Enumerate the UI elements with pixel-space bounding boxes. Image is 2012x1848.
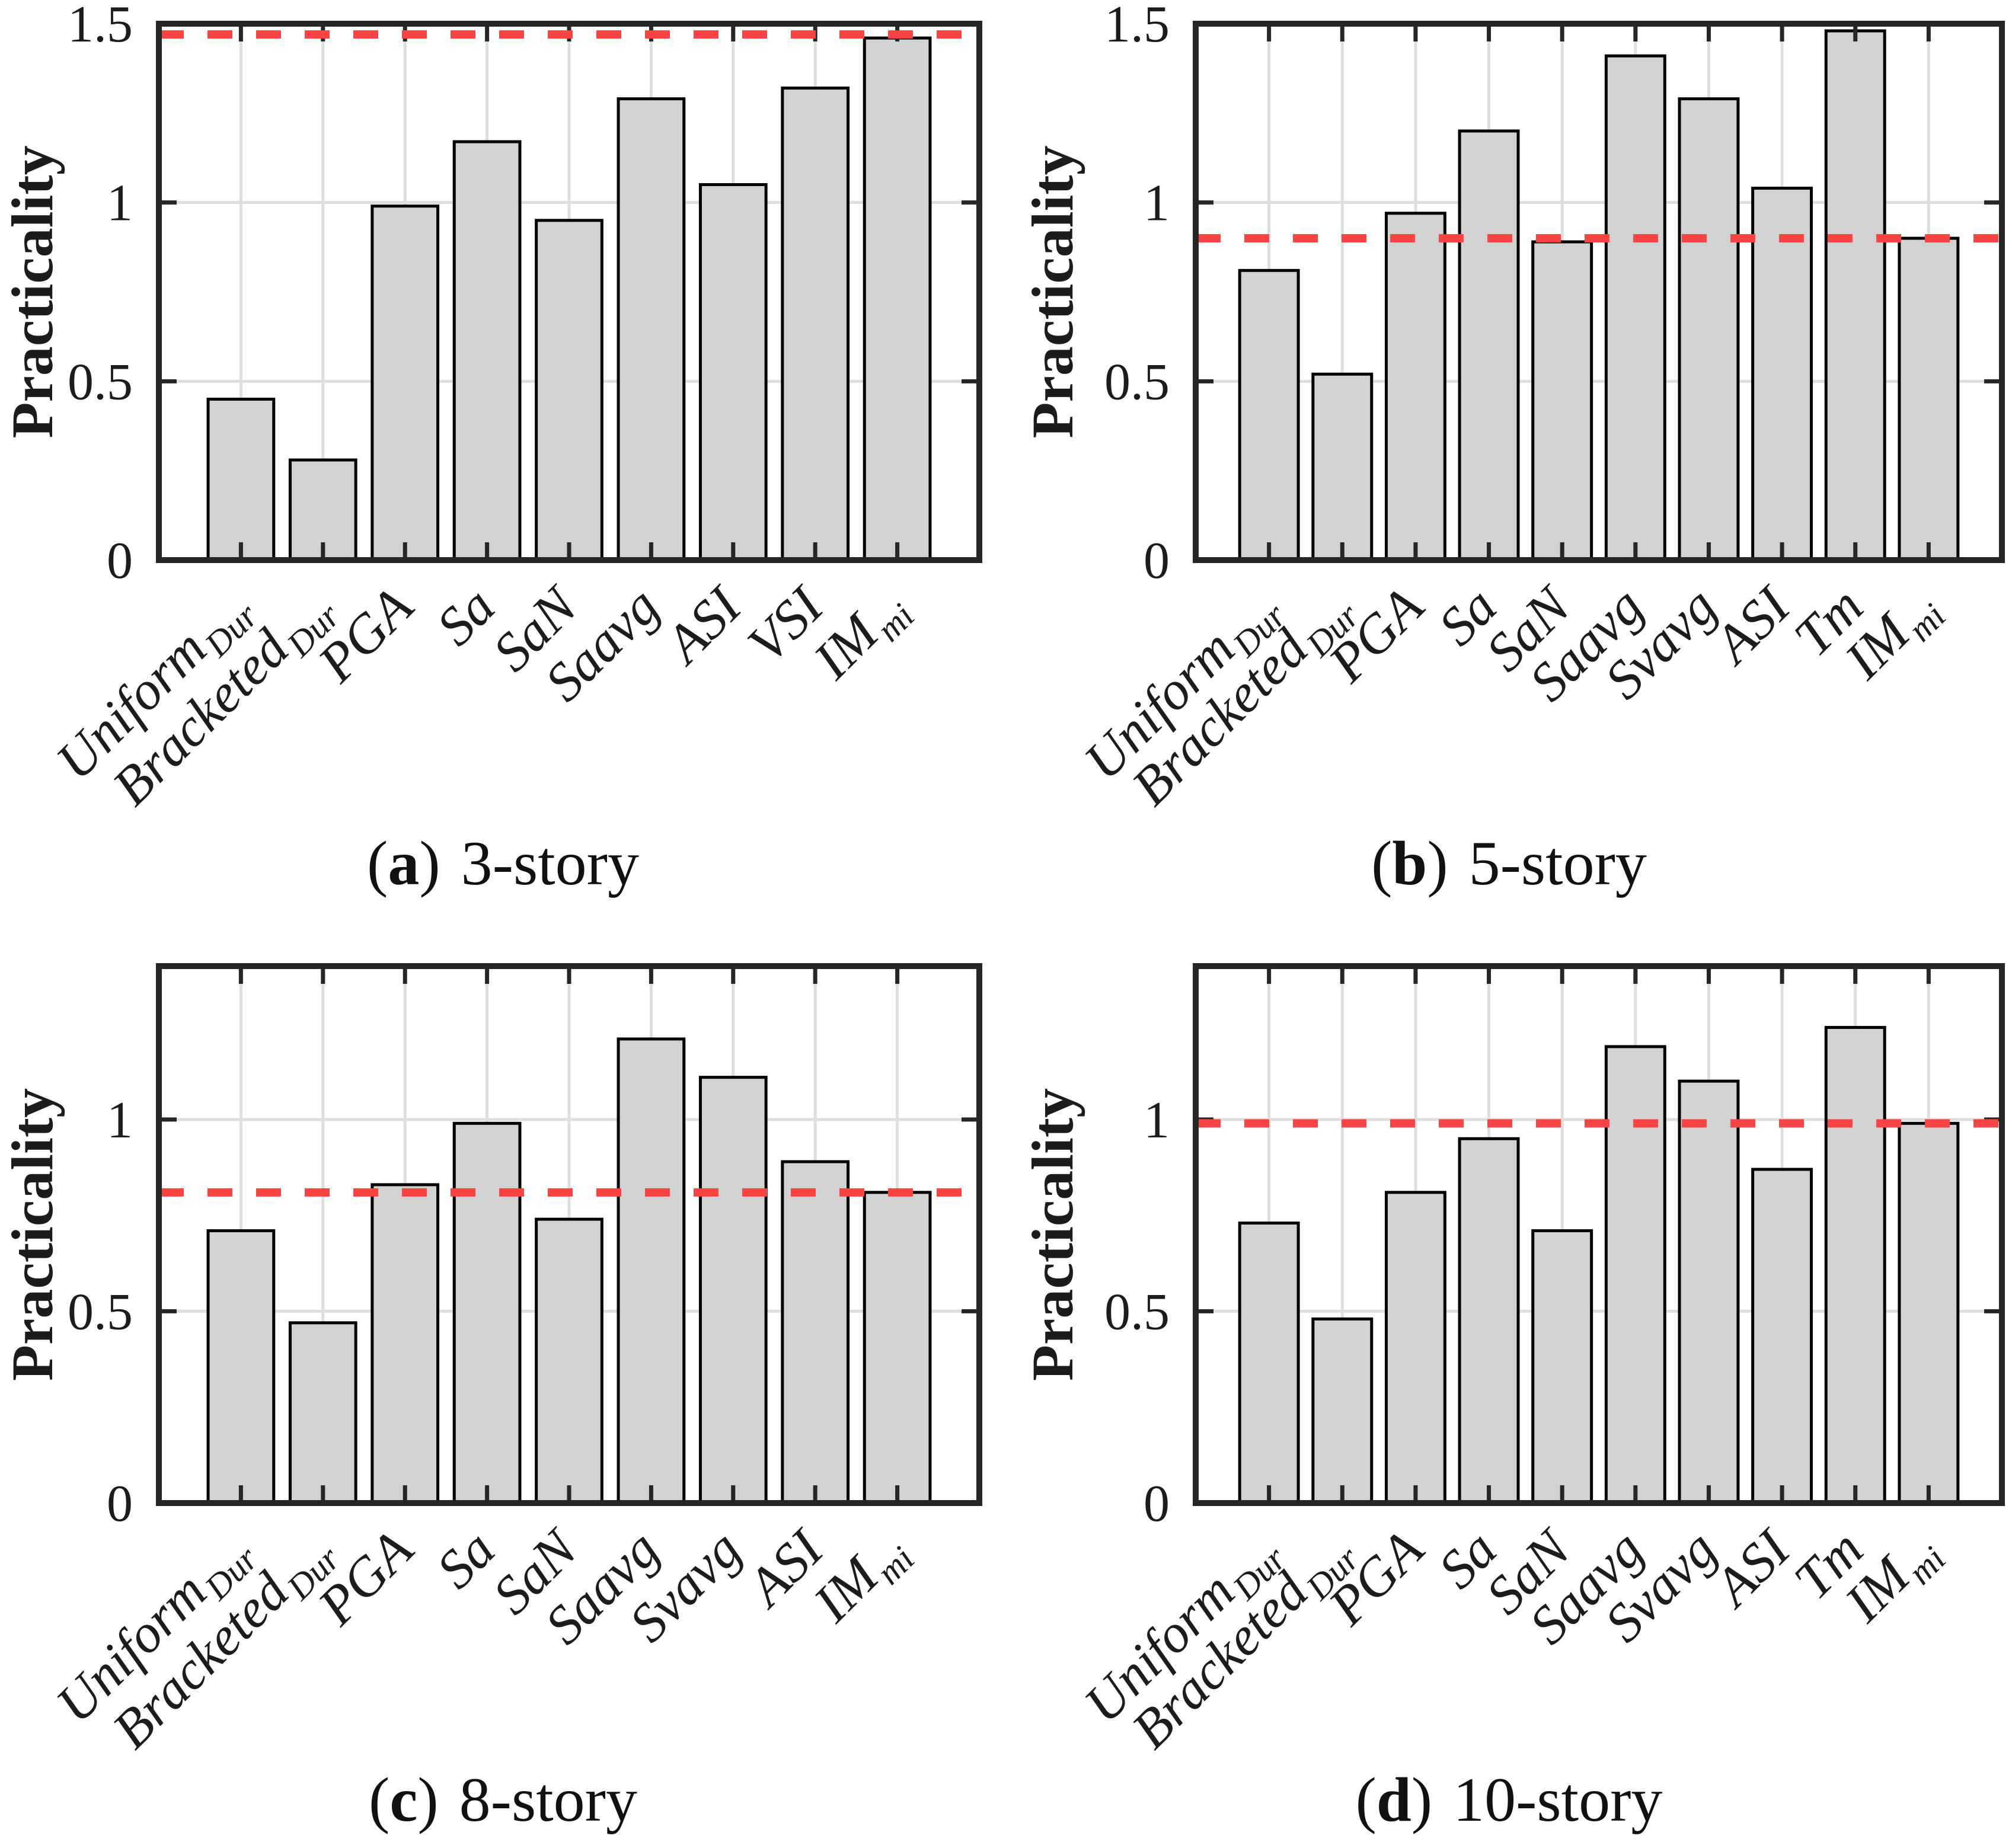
caption-d: (d) 10-story <box>1006 1725 2012 1848</box>
axes-frame <box>1193 963 2005 1506</box>
caption-letter: a <box>388 829 420 898</box>
bar-PGA <box>1384 1191 1446 1505</box>
y-tick-label: 0 <box>107 1475 133 1533</box>
y-axis-label: Practicality <box>1020 145 1085 438</box>
chart-panel-b: 00.511.5PracticalityUniformDurBracketedD… <box>1020 0 2005 817</box>
y-tick-label: 0.5 <box>1104 353 1170 411</box>
bar-Saavg <box>617 97 686 562</box>
bar-Uniform <box>1238 1222 1300 1505</box>
x-tick-label: PGA <box>306 575 424 693</box>
bar-Saavg <box>617 1037 686 1505</box>
bar-SaN <box>535 219 603 562</box>
x-tick-label: PGA <box>306 1518 424 1636</box>
y-tick-label: 0 <box>1144 1475 1170 1533</box>
caption-label: 5-story <box>1468 829 1647 898</box>
y-tick-label: 1.5 <box>68 0 133 53</box>
bar-Sa <box>1458 129 1520 562</box>
y-axis-label: Practicality <box>0 1088 65 1381</box>
bar-SaN <box>1531 240 1593 562</box>
caption-letter: c <box>389 1765 418 1834</box>
bar-Sa <box>452 140 522 562</box>
x-tick-label: IMmi <box>801 575 922 696</box>
bar-Uniform <box>206 398 276 562</box>
x-tick-label: ASI <box>651 574 754 676</box>
y-tick-label: 1.5 <box>1104 0 1170 53</box>
caption-paren-close: ) <box>419 829 440 898</box>
bar-ASI <box>698 183 768 562</box>
axes-frame <box>156 21 982 563</box>
y-tick-label: 1 <box>1144 1092 1170 1149</box>
bar-PGA <box>1384 212 1446 562</box>
x-tick-label: PGA <box>1317 1518 1435 1636</box>
caption-c: (c) 8-story <box>0 1725 1006 1848</box>
chart-panel-c: 00.51PracticalityUniformDurBracketedDurP… <box>0 963 982 1760</box>
bar-Saavg <box>1604 54 1666 562</box>
y-axis-label: Practicality <box>0 145 65 438</box>
y-tick-label: 1 <box>107 175 133 232</box>
bar-Tm <box>1824 29 1886 562</box>
bar-IM <box>863 1191 932 1505</box>
bar-Svavg <box>1678 97 1740 562</box>
bar-ASI <box>1751 1168 1813 1505</box>
caption-label: 3-story <box>461 829 639 898</box>
caption-letter: d <box>1376 1765 1411 1834</box>
bar-SaN <box>535 1217 603 1505</box>
bar-Uniform <box>206 1229 276 1505</box>
bar-PGA <box>371 204 440 562</box>
bar-Svavg <box>1678 1079 1740 1505</box>
axes-frame <box>1193 21 2005 563</box>
y-tick-label: 1 <box>107 1092 133 1149</box>
bar-Bracketed <box>1311 1317 1374 1505</box>
bar-Bracketed <box>1311 372 1374 562</box>
caption-paren-open: ( <box>1355 1765 1377 1834</box>
caption-label: 10-story <box>1453 1765 1663 1834</box>
y-tick-label: 0 <box>107 532 133 590</box>
caption-b: (b) 5-story <box>1006 812 2012 914</box>
bar-ASI <box>781 1160 850 1505</box>
chart-panel-d: 00.51PracticalityUniformDurBracketedDurP… <box>1020 963 2005 1760</box>
caption-paren-close: ) <box>1427 829 1448 898</box>
chart-panel-a: 00.511.5PracticalityUniformDurBracketedD… <box>0 0 982 817</box>
caption-label: 8-story <box>459 1765 637 1834</box>
x-tick-label: IMmi <box>1833 575 1953 696</box>
caption-paren-open: ( <box>369 1765 390 1834</box>
y-tick-label: 0.5 <box>68 353 133 411</box>
y-tick-label: 1 <box>1144 175 1170 232</box>
bar-PGA <box>371 1183 440 1505</box>
caption-paren-close: ) <box>417 1765 439 1834</box>
bar-VSI <box>781 87 850 562</box>
x-tick-label: IMmi <box>1833 1518 1953 1639</box>
caption-a: (a) 3-story <box>0 812 1006 914</box>
bar-Sa <box>452 1121 522 1505</box>
bar-IM <box>1898 1121 1960 1505</box>
bar-Sa <box>1458 1137 1520 1505</box>
bar-Bracketed <box>288 1321 357 1505</box>
bar-IM <box>863 36 932 562</box>
x-tick-label: PGA <box>1317 575 1435 693</box>
bar-Svavg <box>698 1076 768 1505</box>
bar-Uniform <box>1238 268 1300 562</box>
caption-paren-close: ) <box>1411 1765 1433 1834</box>
bar-IM <box>1898 236 1960 562</box>
y-axis-label: Practicality <box>1020 1088 1085 1381</box>
caption-paren-open: ( <box>367 829 388 898</box>
caption-letter: b <box>1392 829 1427 898</box>
x-tick-label: IMmi <box>801 1518 922 1639</box>
y-tick-label: 0 <box>1144 532 1170 590</box>
caption-paren-open: ( <box>1371 829 1393 898</box>
bar-Saavg <box>1604 1045 1666 1505</box>
axes-frame <box>156 963 982 1506</box>
y-tick-label: 0.5 <box>68 1283 133 1341</box>
y-tick-label: 0.5 <box>1104 1283 1170 1341</box>
bar-SaN <box>1531 1229 1593 1505</box>
bar-ASI <box>1751 187 1813 562</box>
bar-Tm <box>1824 1026 1886 1505</box>
